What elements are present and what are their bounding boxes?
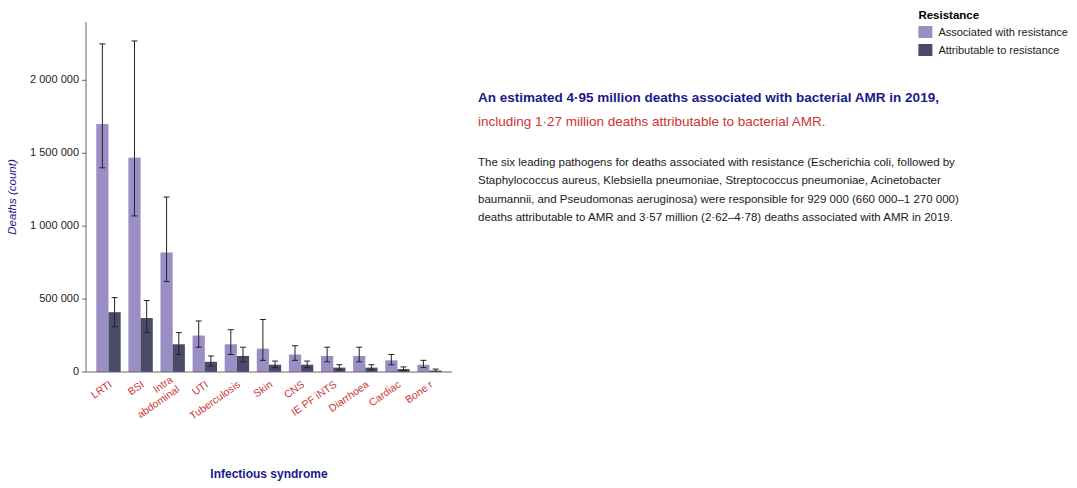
- error-bar: [324, 347, 330, 362]
- error-bar: [260, 320, 266, 361]
- error-bar: [144, 301, 150, 333]
- y-axis-line: [86, 22, 87, 372]
- error-bar-line: [336, 365, 342, 370]
- x-tick-label-line: Bone r: [403, 378, 436, 406]
- legend-swatch: [918, 44, 932, 56]
- x-tick-label: Bone r: [403, 378, 436, 406]
- error-bar: [388, 355, 394, 365]
- series: [96, 124, 429, 372]
- error-bars: [112, 298, 439, 372]
- error-bar-line: [388, 355, 394, 365]
- y-tick: [82, 80, 86, 81]
- error-bar: [368, 365, 374, 370]
- annotation-line: The six leading pathogens for deaths ass…: [478, 156, 955, 168]
- y-tick: [82, 372, 86, 373]
- x-tick-label: Intraabdominal: [128, 373, 181, 420]
- y-tick-label: 1 500 000: [30, 146, 79, 158]
- x-tick-label: BSI: [125, 378, 146, 398]
- error-bar: [131, 41, 137, 216]
- error-bar: [164, 197, 170, 282]
- legend-swatch: [918, 26, 932, 38]
- y-axis-label: Deaths (count): [6, 159, 18, 235]
- error-bar-line: [112, 298, 118, 327]
- error-bar-line: [176, 333, 182, 355]
- error-bar: [272, 361, 278, 368]
- axes: 0 500 000 1 000 000 1 500 000 2 000 000 LRTI B…: [30, 22, 452, 422]
- x-tick-label: Tuberculosis: [187, 378, 242, 422]
- legend-title: Resistance: [918, 9, 979, 21]
- error-bar: [240, 347, 246, 362]
- subtitle: including 1·27 million deaths attributab…: [478, 114, 825, 129]
- error-bar: [292, 346, 298, 361]
- error-bar-line: [228, 330, 234, 355]
- error-bar: [401, 367, 407, 371]
- error-bar-line: [368, 365, 374, 370]
- chart: 0 500 000 1 000 000 1 500 000 2 000 000 LRTI B…: [0, 0, 1077, 488]
- error-bar: [304, 361, 310, 368]
- x-tick-label-line: Skin: [251, 378, 275, 400]
- error-bar: [196, 321, 202, 347]
- y-tick-label: 1 000 000: [30, 219, 79, 231]
- x-tick-label-line: BSI: [125, 378, 146, 398]
- series: [108, 312, 441, 372]
- error-bar-line: [164, 197, 170, 282]
- error-bar: [336, 365, 342, 370]
- y-tick: [82, 153, 86, 154]
- x-tick-label-line: Diarrhoea: [326, 378, 371, 414]
- annotation-line: Staphylococcus aureus, Klebsiella pneumo…: [478, 174, 941, 186]
- error-bar: [112, 298, 118, 327]
- error-bar-line: [272, 361, 278, 368]
- error-bar-line: [131, 41, 137, 216]
- error-bar: [228, 330, 234, 355]
- error-bar-line: [208, 356, 214, 366]
- y-tick-label: 500 000: [39, 292, 79, 304]
- annotation-line: deaths attributable to AMR and 3·57 mill…: [478, 211, 953, 223]
- error-bars: [99, 41, 426, 368]
- error-bar-line: [260, 320, 266, 361]
- error-bar-line: [356, 347, 362, 362]
- x-tick-label: Skin: [251, 378, 275, 400]
- error-bar: [99, 44, 105, 168]
- error-bar: [208, 356, 214, 366]
- error-bar-line: [99, 44, 105, 168]
- x-axis-label: Infectious syndrome: [210, 467, 328, 481]
- error-bar-line: [401, 367, 407, 371]
- error-bar-line: [292, 346, 298, 361]
- error-bar-line: [144, 301, 150, 333]
- legend-label: Attributable to resistance: [938, 44, 1059, 56]
- x-tick-label: UTI: [189, 378, 210, 398]
- error-bar: [433, 369, 439, 372]
- error-bar: [420, 360, 426, 367]
- x-axis-line: [86, 372, 452, 373]
- error-bar-line: [420, 360, 426, 367]
- y-tick: [82, 299, 86, 300]
- error-bar-line: [240, 347, 246, 362]
- title: An estimated 4·95 million deaths associa…: [478, 90, 939, 105]
- x-tick-label-line: Tuberculosis: [187, 378, 242, 422]
- error-bar: [356, 347, 362, 362]
- y-tick: [82, 226, 86, 227]
- legend-label: Associated with resistance: [938, 26, 1068, 38]
- marks: [96, 41, 441, 372]
- annotation-line: baumannii, and Pseudomonas aeruginosa) w…: [478, 193, 959, 205]
- x-tick-label-line: Cardiac: [366, 378, 403, 409]
- error-bar-line: [433, 369, 439, 372]
- legend: Resistance Associated with resistance Attr…: [918, 9, 1068, 56]
- error-bar-line: [324, 347, 330, 362]
- x-tick-label: Cardiac: [366, 378, 403, 409]
- error-bar: [176, 333, 182, 355]
- x-tick-label-line: LRTI: [88, 378, 113, 401]
- x-tick-label-line: UTI: [189, 378, 210, 398]
- x-tick-label-line: abdominal: [135, 383, 182, 421]
- y-tick-label: 0: [73, 365, 79, 377]
- x-tick-label: LRTI: [88, 378, 113, 401]
- error-bar-line: [196, 321, 202, 347]
- error-bar-line: [304, 361, 310, 368]
- y-tick-label: 2 000 000: [30, 73, 79, 85]
- x-tick-label: Diarrhoea: [326, 378, 371, 414]
- annotation: The six leading pathogens for deaths ass…: [478, 156, 959, 223]
